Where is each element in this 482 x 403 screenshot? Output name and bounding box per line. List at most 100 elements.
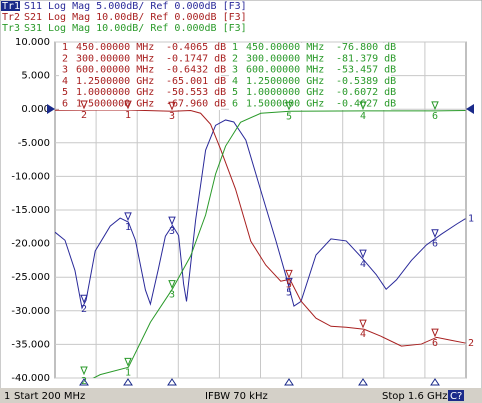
- marker-label: 5: [286, 279, 292, 290]
- trace-parameter: S31: [24, 23, 42, 34]
- marker-response: -76.800 dB: [336, 42, 396, 53]
- trace-line: [55, 109, 466, 347]
- y-tick-label: 0.000: [21, 104, 50, 115]
- marker-label: 6: [432, 338, 438, 349]
- stimulus-marker: [167, 378, 177, 386]
- channel-number: 1: [4, 391, 10, 402]
- marker-triangle: [431, 328, 439, 338]
- marker-triangle: [168, 216, 176, 226]
- start-frequency: Start 200 MHz: [14, 391, 85, 402]
- marker-stimulus: 1.5000000 GHz: [76, 99, 154, 110]
- y-tick-label: 5.000: [21, 71, 50, 82]
- marker-number: 6: [62, 99, 68, 110]
- marker-label: 4: [360, 111, 366, 122]
- marker-stimulus: 1.0000000 GHz: [76, 87, 154, 98]
- stimulus-marker: [430, 378, 440, 386]
- marker-label: 3: [169, 290, 175, 301]
- marker-response: -53.457 dB: [336, 65, 396, 76]
- marker-label: 2: [81, 376, 87, 387]
- marker-triangle: [168, 101, 176, 111]
- marker-number: 2: [62, 53, 68, 64]
- trace-line: [55, 119, 466, 310]
- reference-marker-left: [47, 104, 55, 114]
- status-box: [448, 390, 464, 401]
- marker-label: 1: [125, 367, 131, 378]
- marker-number: 3: [232, 65, 238, 76]
- marker-label: 6: [432, 239, 438, 250]
- stimulus-marker: [79, 378, 89, 386]
- marker-triangle: [359, 249, 367, 259]
- trace-end-label: 2: [468, 338, 474, 349]
- marker-triangle: [285, 101, 293, 111]
- marker-number: 1: [232, 42, 238, 53]
- marker-response: -81.379 dB: [336, 53, 396, 64]
- stop-frequency: Stop 1.6 GHz: [382, 391, 448, 402]
- marker-triangle: [80, 100, 88, 110]
- ifbw: IFBW 70 kHz: [205, 391, 268, 402]
- marker-triangle: [80, 294, 88, 304]
- marker-stimulus: 600.00000 MHz: [246, 65, 324, 76]
- marker-stimulus: 450.00000 MHz: [76, 42, 154, 53]
- marker-triangle: [431, 229, 439, 239]
- marker-number: 5: [232, 87, 238, 98]
- trace-line: [92, 110, 466, 378]
- marker-label: 5: [286, 287, 292, 298]
- y-tick-label: -25.000: [11, 272, 50, 283]
- marker-label: 1: [125, 110, 131, 121]
- trace-label: Tr3: [2, 23, 20, 34]
- y-tick-label: -15.000: [11, 205, 50, 216]
- marker-triangle: [124, 100, 132, 110]
- y-tick-label: -30.000: [11, 306, 50, 317]
- y-tick-label: -40.000: [11, 373, 50, 384]
- marker-response: -0.6432 dB: [166, 65, 226, 76]
- marker-label: 3: [169, 226, 175, 237]
- trace-format: Log Mag 10.00dB/ Ref 0.000dB [F3]: [48, 12, 247, 23]
- marker-stimulus: 300.00000 MHz: [76, 53, 154, 64]
- marker-response: -0.5389 dB: [336, 76, 396, 87]
- marker-number: 4: [232, 76, 238, 87]
- stimulus-marker: [284, 378, 294, 386]
- marker-stimulus: 300.00000 MHz: [246, 53, 324, 64]
- traces: [55, 109, 466, 378]
- y-tick-label: -10.000: [11, 171, 50, 182]
- marker-label: 3: [169, 111, 175, 122]
- marker-label: 4: [360, 259, 366, 270]
- marker-stimulus: 1.2500000 GHz: [246, 76, 324, 87]
- marker-triangle: [124, 212, 132, 222]
- status-bar: [0, 388, 482, 403]
- marker-stimulus: 600.00000 MHz: [76, 65, 154, 76]
- marker-label: 4: [360, 329, 366, 340]
- marker-triangle: [168, 280, 176, 289]
- marker-table-background: [59, 43, 221, 110]
- y-tick-label: -5.000: [18, 138, 50, 149]
- marker-response: -0.4627 dB: [336, 99, 396, 110]
- trace-end-label: 1: [468, 214, 474, 225]
- status: C?: [450, 391, 462, 402]
- y-tick-label: 10.000: [15, 37, 50, 48]
- marker-table-background: [229, 43, 391, 110]
- marker-triangle: [124, 357, 132, 367]
- trace-label: Tr2: [2, 12, 20, 23]
- trace-parameter: S21: [24, 12, 42, 23]
- marker-stimulus: 450.00000 MHz: [246, 42, 324, 53]
- trace-parameter: S11: [24, 1, 42, 12]
- stimulus-marker: [358, 378, 368, 386]
- stimulus-marker: [123, 378, 133, 386]
- reference-marker-right: [466, 104, 474, 114]
- marker-number: 5: [62, 87, 68, 98]
- active-trace-box: [1, 1, 20, 11]
- marker-number: 6: [232, 99, 238, 110]
- trace-format: Log Mag 10.00dB/ Ref 0.000dB [F3]: [48, 23, 247, 34]
- marker-stimulus: 1.2500000 GHz: [76, 76, 154, 87]
- marker-number: 2: [232, 53, 238, 64]
- marker-response: -0.4065 dB: [166, 42, 226, 53]
- marker-triangle: [359, 319, 367, 329]
- marker-number: 1: [62, 42, 68, 53]
- marker-number: 3: [62, 65, 68, 76]
- trace-format: Log Mag 5.000dB/ Ref 0.000dB [F3]: [48, 1, 247, 12]
- marker-triangle: [359, 101, 367, 111]
- y-tick-label: -35.000: [11, 339, 50, 350]
- marker-number: 4: [62, 76, 68, 87]
